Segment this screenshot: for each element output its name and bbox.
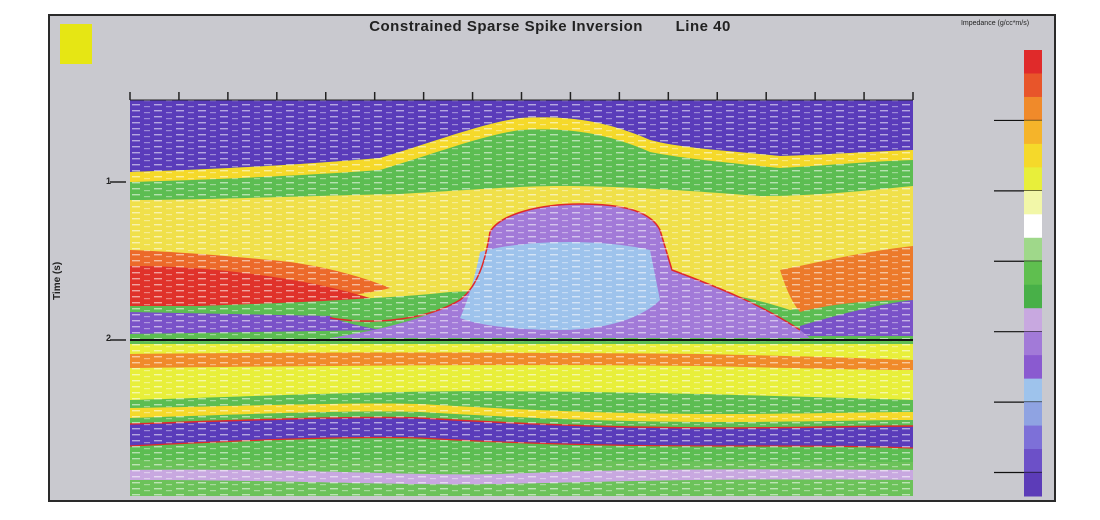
colorbar-swatch-16: [1024, 402, 1042, 427]
y-ticks: [110, 181, 126, 341]
colorbar-swatch-10: [1024, 261, 1042, 286]
yellow-swatch: [60, 24, 92, 64]
colorbar-swatch-17: [1024, 425, 1042, 450]
colorbar-swatch-8: [1024, 214, 1042, 239]
colorbar-swatch-2: [1024, 73, 1042, 98]
seismic-section: [130, 100, 913, 496]
colorbar-swatch-13: [1024, 331, 1042, 356]
colorbar-swatch-3: [1024, 96, 1042, 121]
texture-overlay: [130, 100, 913, 496]
colorbar-swatch-15: [1024, 378, 1042, 403]
x-ticks: [129, 92, 914, 100]
y-tick-label-2: 2: [106, 333, 112, 343]
colorbar-swatch-7: [1024, 190, 1042, 215]
chart-title: Constrained Sparse Spike Inversion Line …: [0, 18, 1100, 35]
y-tick-label-1: 1: [106, 176, 112, 186]
colorbar-swatch-1: [1024, 50, 1042, 74]
colorbar-title: Impedance (g/cc*m/s): [960, 20, 1030, 27]
colorbar-swatch-12: [1024, 308, 1042, 333]
chart-title-main: Constrained Sparse Spike Inversion: [369, 18, 643, 35]
colorbar-swatch-19: [1024, 472, 1042, 497]
colorbar-swatch-11: [1024, 284, 1042, 309]
colorbar-swatch-18: [1024, 449, 1042, 474]
colorbar-swatch-9: [1024, 237, 1042, 262]
colorbar-swatch-6: [1024, 167, 1042, 192]
colorbar-swatch-4: [1024, 120, 1042, 145]
colorbar-swatch-5: [1024, 143, 1042, 168]
colorbar: [994, 50, 1042, 497]
chart-title-line: Line 40: [675, 18, 731, 35]
colorbar-swatch-14: [1024, 355, 1042, 380]
